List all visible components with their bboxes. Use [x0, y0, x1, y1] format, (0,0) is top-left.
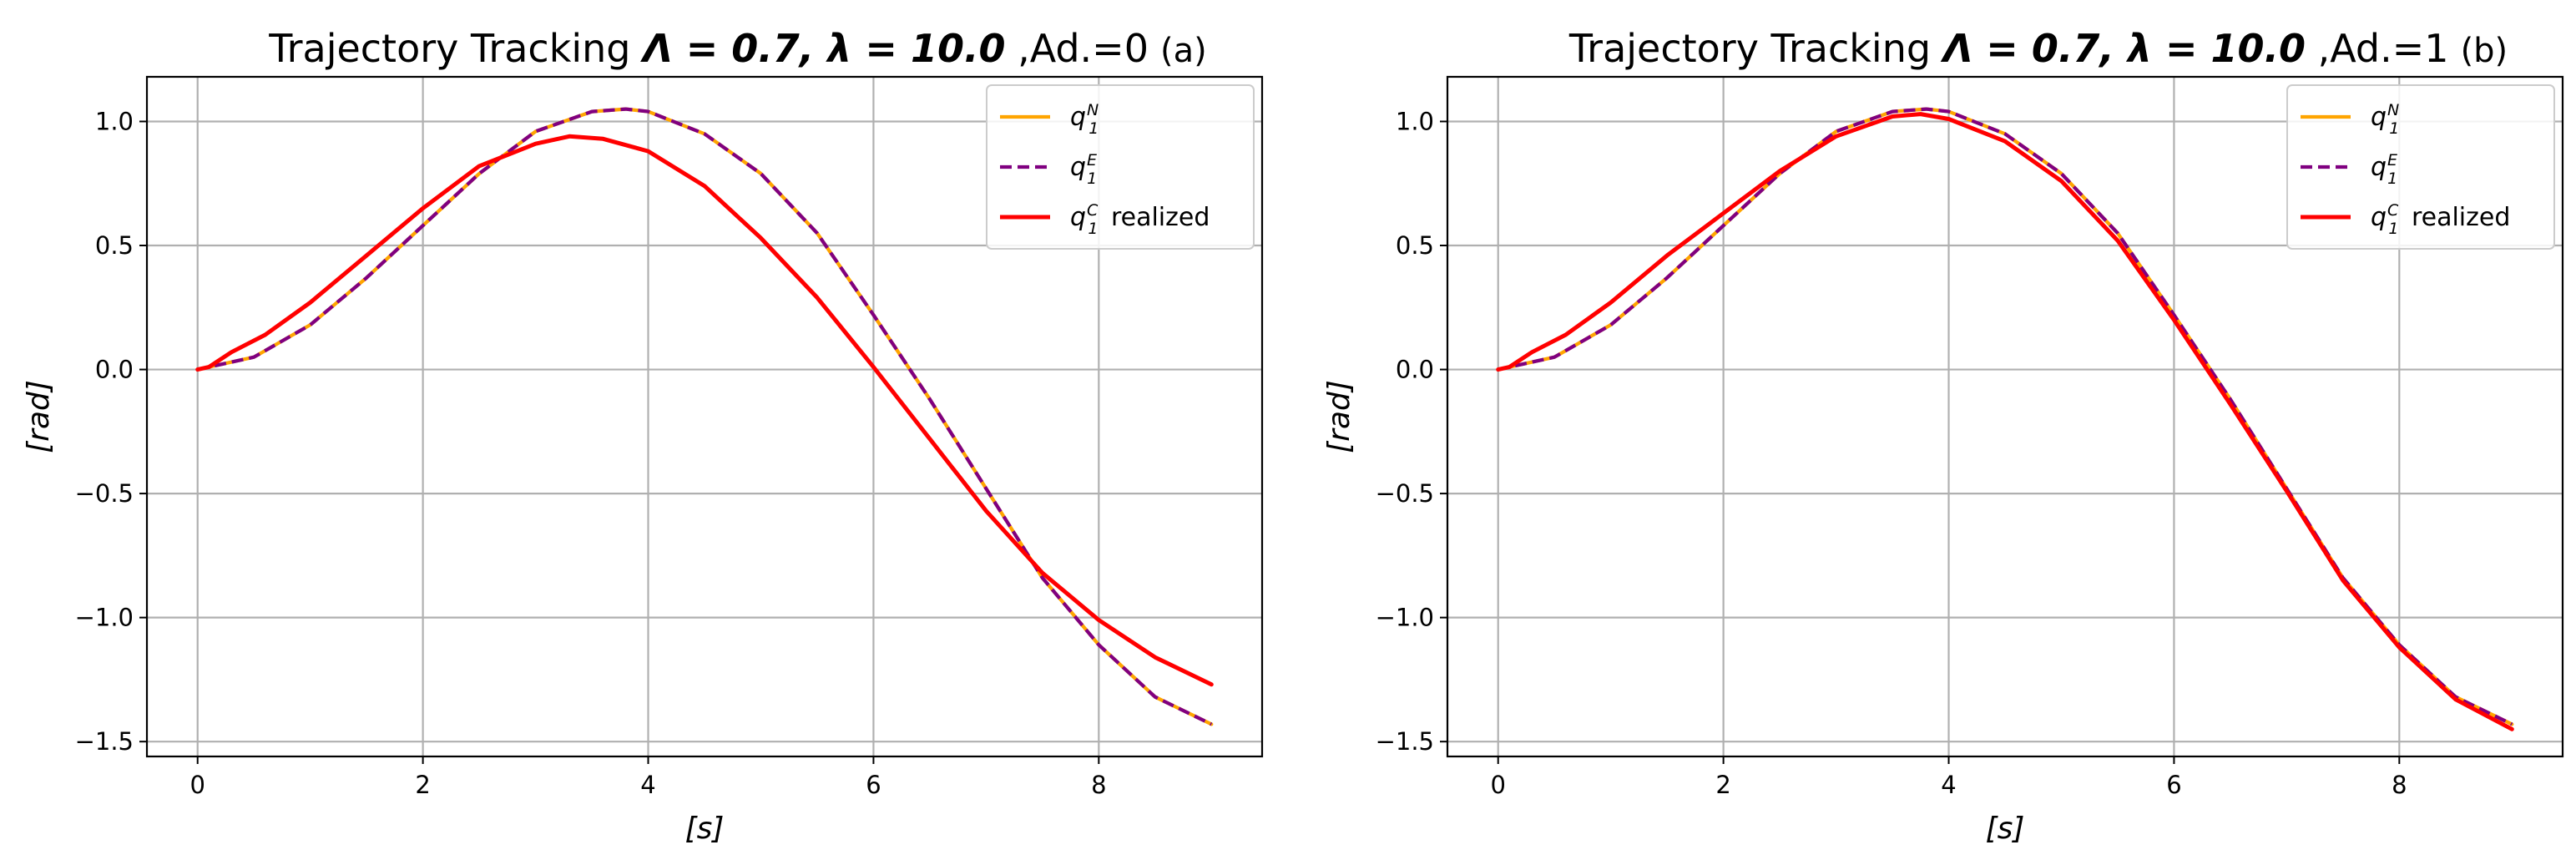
title-prefix: Trajectory Tracking [1568, 26, 1943, 71]
y-tick-label: 0.5 [1396, 231, 1434, 260]
legend: qN 1qE 1qC 1 realized [2286, 84, 2555, 250]
legend: qN 1qE 1qC 1 realized [986, 84, 1255, 250]
legend-suffix: realized [1103, 203, 1210, 232]
title-suffix: ,Ad.=1 [2306, 26, 2449, 71]
legend-entry-nominal: qN 1 [1000, 101, 1099, 138]
series-group [195, 107, 1214, 726]
x-tick-label: 6 [866, 771, 881, 799]
legend-label-nominal: qN 1 [2371, 101, 2399, 138]
series-group [1496, 107, 2514, 731]
y-tick-label: −1.0 [1376, 604, 1434, 632]
chart-title: Trajectory Tracking Λ = 0.7, λ = 10.0 ,A… [1568, 26, 2508, 71]
y-tick-label: 0.0 [1396, 356, 1434, 384]
legend-symbol: q [2371, 153, 2387, 182]
title-prefix: Trajectory Tracking [268, 26, 643, 71]
legend-subscript: 1 [1088, 119, 1099, 138]
chart-title: Trajectory Tracking Λ = 0.7, λ = 10.0 ,A… [268, 26, 1206, 71]
legend-box [986, 84, 1255, 250]
legend-box [2286, 84, 2555, 250]
legend-symbol: q [1070, 203, 1086, 232]
chart-panel-a: 0 2 4 6 8 1.0 0.5 0.0 −0.5 −1.0 −1.5 Trajectory Tra… [22, 26, 1264, 846]
series-line-realized [195, 134, 1214, 687]
x-tick-label: 8 [1091, 771, 1106, 799]
legend-subscript: 1 [2389, 119, 2399, 138]
legend-symbol: q [2371, 103, 2387, 132]
y-axis-label: [rad] [22, 380, 56, 453]
y-tick-label: 1.0 [95, 107, 134, 135]
x-tick-label: 6 [2166, 771, 2181, 799]
title-suffix: ,Ad.=0 [1005, 26, 1149, 71]
legend-subscript: 1 [1087, 169, 1097, 188]
y-tick-label: 0.5 [95, 231, 134, 260]
y-tick-label: −0.5 [1376, 479, 1434, 508]
legend-label-expected: qE 1 [1070, 151, 1097, 188]
y-tick-label: −1.0 [75, 604, 134, 632]
legend-label-realized: qC 1 realized [2371, 201, 2510, 238]
legend-superscript: E [2387, 151, 2397, 169]
x-tick-label: 2 [1715, 771, 1730, 799]
legend-subscript: 1 [2388, 220, 2398, 238]
y-tick-label: −0.5 [75, 479, 134, 508]
legend-superscript: N [1087, 101, 1099, 119]
legend-superscript: C [2387, 201, 2399, 220]
y-tick-label: −1.5 [75, 727, 134, 756]
legend-entry-expected: qE 1 [2301, 151, 2397, 188]
legend-entry-realized: qC 1 realized [1000, 201, 1210, 238]
legend-subscript: 1 [2387, 169, 2397, 188]
y-axis-label: [rad] [1322, 380, 1356, 453]
title-math: Λ = 0.7, λ = 10.0 [639, 26, 1005, 71]
legend-superscript: E [1087, 151, 1097, 169]
panel-tag: (a) [1160, 32, 1207, 70]
legend-label-realized: qC 1 realized [1070, 201, 1210, 238]
legend-label-expected: qE 1 [2371, 151, 2397, 188]
x-tick-label: 8 [2392, 771, 2407, 799]
x-tick-label: 2 [415, 771, 430, 799]
x-tick-label: 0 [190, 771, 205, 799]
y-tick-label: −1.5 [1376, 727, 1434, 756]
legend-entry-realized: qC 1 realized [2301, 201, 2510, 238]
x-axis-label: [s] [685, 812, 725, 846]
legend-symbol: q [1070, 103, 1086, 132]
legend-entry-expected: qE 1 [1000, 151, 1097, 188]
series-line-realized [1496, 112, 2514, 731]
x-tick-label: 0 [1491, 771, 1506, 799]
legend-superscript: C [1087, 201, 1099, 220]
legend-suffix: realized [2403, 203, 2510, 232]
plot-frame [145, 75, 1264, 758]
x-tick-label: 4 [1941, 771, 1956, 799]
chart-panel-b: 0 2 4 6 8 1.0 0.5 0.0 −0.5 −1.0 −1.5 Trajectory Tra… [1322, 26, 2564, 846]
legend-subscript: 1 [1088, 220, 1098, 238]
x-axis-label: [s] [1986, 812, 2025, 846]
plot-frame [1446, 75, 2564, 758]
legend-symbol: q [2371, 203, 2387, 232]
legend-label-nominal: qN 1 [1070, 101, 1099, 138]
y-tick-label: 0.0 [95, 356, 134, 384]
legend-symbol: q [1070, 153, 1086, 182]
x-tick-label: 4 [640, 771, 655, 799]
title-math: Λ = 0.7, λ = 10.0 [1940, 26, 2306, 71]
panel-tag: (b) [2461, 32, 2508, 70]
legend-superscript: N [2387, 101, 2399, 119]
legend-entry-nominal: qN 1 [2301, 101, 2399, 138]
y-tick-label: 1.0 [1396, 107, 1434, 135]
